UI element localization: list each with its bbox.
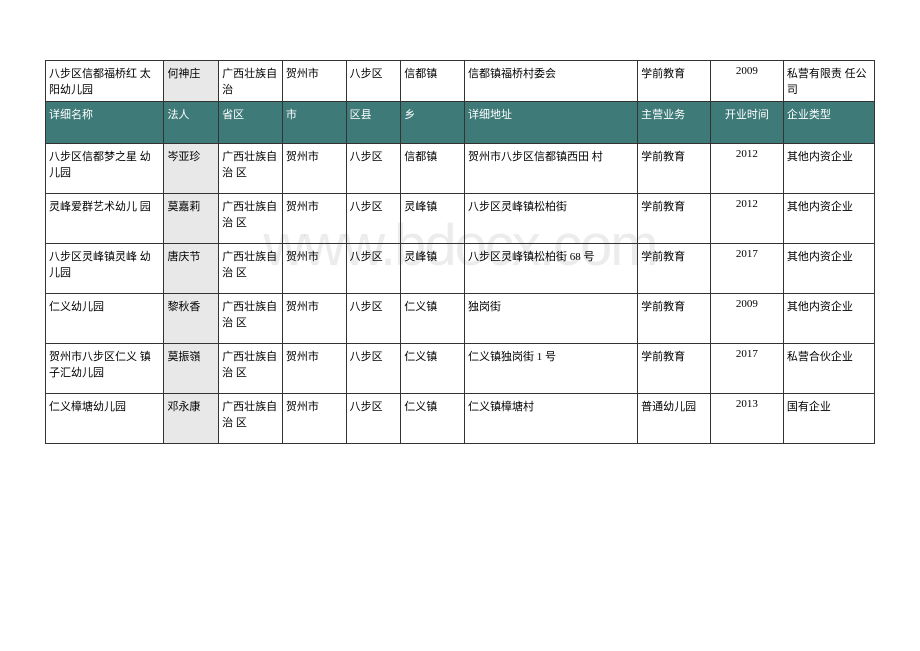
cell-type: 其他内资企业 (783, 194, 874, 244)
cell-county: 八步区 (346, 194, 401, 244)
cell-town: 信都镇 (401, 144, 465, 194)
cell-name: 八步区信都福桥红 太阳幼儿园 (46, 61, 164, 102)
cell-name: 贺州市八步区仁义 镇子汇幼儿园 (46, 344, 164, 394)
cell-name: 八步区灵峰镇灵峰 幼儿园 (46, 244, 164, 294)
cell-city: 贺州市 (282, 144, 346, 194)
cell-business: 学前教育 (638, 344, 711, 394)
cell-business: 学前教育 (638, 194, 711, 244)
cell-name: 八步区信都梦之星 幼儿园 (46, 144, 164, 194)
cell-year: 2017 (710, 244, 783, 294)
cell-county: 八步区 (346, 344, 401, 394)
table-row: 仁义幼儿园 黎秋香 广西壮族自治 区 贺州市 八步区 仁义镇 独岗街 学前教育 … (46, 294, 875, 344)
header-legal: 法人 (164, 102, 219, 144)
header-county: 区县 (346, 102, 401, 144)
cell-type: 其他内资企业 (783, 144, 874, 194)
cell-town: 灵峰镇 (401, 244, 465, 294)
cell-year: 2012 (710, 194, 783, 244)
cell-legal: 何神庄 (164, 61, 219, 102)
table-row: 八步区信都梦之星 幼儿园 岑亚珍 广西壮族自治 区 贺州市 八步区 信都镇 贺州… (46, 144, 875, 194)
cell-business: 学前教育 (638, 244, 711, 294)
cell-county: 八步区 (346, 61, 401, 102)
cell-type: 私营有限责 任公司 (783, 61, 874, 102)
cell-year: 2009 (710, 294, 783, 344)
cell-province: 广西壮族自治 区 (219, 244, 283, 294)
cell-year: 2012 (710, 144, 783, 194)
header-city: 市 (282, 102, 346, 144)
cell-address: 信都镇福桥村委会 (465, 61, 638, 102)
cell-province: 广西壮族自治 区 (219, 344, 283, 394)
cell-name: 灵峰爱群艺术幼儿 园 (46, 194, 164, 244)
cell-city: 贺州市 (282, 244, 346, 294)
cell-city: 贺州市 (282, 344, 346, 394)
cell-business: 学前教育 (638, 144, 711, 194)
header-type: 企业类型 (783, 102, 874, 144)
cell-legal: 唐庆节 (164, 244, 219, 294)
cell-address: 八步区灵峰镇松柏街 (465, 194, 638, 244)
cell-name: 仁义幼儿园 (46, 294, 164, 344)
cell-town: 仁义镇 (401, 294, 465, 344)
cell-province: 广西壮族自治 区 (219, 294, 283, 344)
cell-type: 国有企业 (783, 394, 874, 444)
cell-city: 贺州市 (282, 61, 346, 102)
cell-county: 八步区 (346, 394, 401, 444)
cell-business: 学前教育 (638, 61, 711, 102)
header-business: 主营业务 (638, 102, 711, 144)
header-town: 乡 (401, 102, 465, 144)
cell-town: 灵峰镇 (401, 194, 465, 244)
cell-legal: 邓永康 (164, 394, 219, 444)
cell-legal: 岑亚珍 (164, 144, 219, 194)
cell-type: 其他内资企业 (783, 294, 874, 344)
cell-year: 2009 (710, 61, 783, 102)
cell-city: 贺州市 (282, 294, 346, 344)
header-year: 开业时间 (710, 102, 783, 144)
cell-county: 八步区 (346, 294, 401, 344)
cell-county: 八步区 (346, 244, 401, 294)
cell-name: 仁义樟塘幼儿园 (46, 394, 164, 444)
table-row: 仁义樟塘幼儿园 邓永康 广西壮族自治 区 贺州市 八步区 仁义镇 仁义镇樟塘村 … (46, 394, 875, 444)
cell-address: 仁义镇独岗街 1 号 (465, 344, 638, 394)
cell-province: 广西壮族自治 (219, 61, 283, 102)
cell-year: 2013 (710, 394, 783, 444)
cell-town: 仁义镇 (401, 344, 465, 394)
table-header-row: 详细名称 法人 省区 市 区县 乡 详细地址 主营业务 开业时间 企业类型 (46, 102, 875, 144)
cell-address: 八步区灵峰镇松柏街 68 号 (465, 244, 638, 294)
table-row: 八步区信都福桥红 太阳幼儿园 何神庄 广西壮族自治 贺州市 八步区 信都镇 信都… (46, 61, 875, 102)
table-row: 八步区灵峰镇灵峰 幼儿园 唐庆节 广西壮族自治 区 贺州市 八步区 灵峰镇 八步… (46, 244, 875, 294)
cell-business: 普通幼儿园 (638, 394, 711, 444)
cell-type: 其他内资企业 (783, 244, 874, 294)
cell-type: 私营合伙企业 (783, 344, 874, 394)
cell-province: 广西壮族自治 区 (219, 194, 283, 244)
cell-address: 贺州市八步区信都镇西田 村 (465, 144, 638, 194)
cell-province: 广西壮族自治 区 (219, 144, 283, 194)
cell-legal: 黎秋香 (164, 294, 219, 344)
data-table: 八步区信都福桥红 太阳幼儿园 何神庄 广西壮族自治 贺州市 八步区 信都镇 信都… (45, 60, 875, 444)
cell-legal: 莫振嶺 (164, 344, 219, 394)
header-name: 详细名称 (46, 102, 164, 144)
cell-county: 八步区 (346, 144, 401, 194)
cell-year: 2017 (710, 344, 783, 394)
table-row: 贺州市八步区仁义 镇子汇幼儿园 莫振嶺 广西壮族自治 区 贺州市 八步区 仁义镇… (46, 344, 875, 394)
cell-business: 学前教育 (638, 294, 711, 344)
cell-province: 广西壮族自治 区 (219, 394, 283, 444)
cell-town: 信都镇 (401, 61, 465, 102)
cell-address: 独岗街 (465, 294, 638, 344)
table-row: 灵峰爱群艺术幼儿 园 莫嘉莉 广西壮族自治 区 贺州市 八步区 灵峰镇 八步区灵… (46, 194, 875, 244)
cell-address: 仁义镇樟塘村 (465, 394, 638, 444)
cell-legal: 莫嘉莉 (164, 194, 219, 244)
cell-town: 仁义镇 (401, 394, 465, 444)
header-address: 详细地址 (465, 102, 638, 144)
cell-city: 贺州市 (282, 194, 346, 244)
header-province: 省区 (219, 102, 283, 144)
cell-city: 贺州市 (282, 394, 346, 444)
